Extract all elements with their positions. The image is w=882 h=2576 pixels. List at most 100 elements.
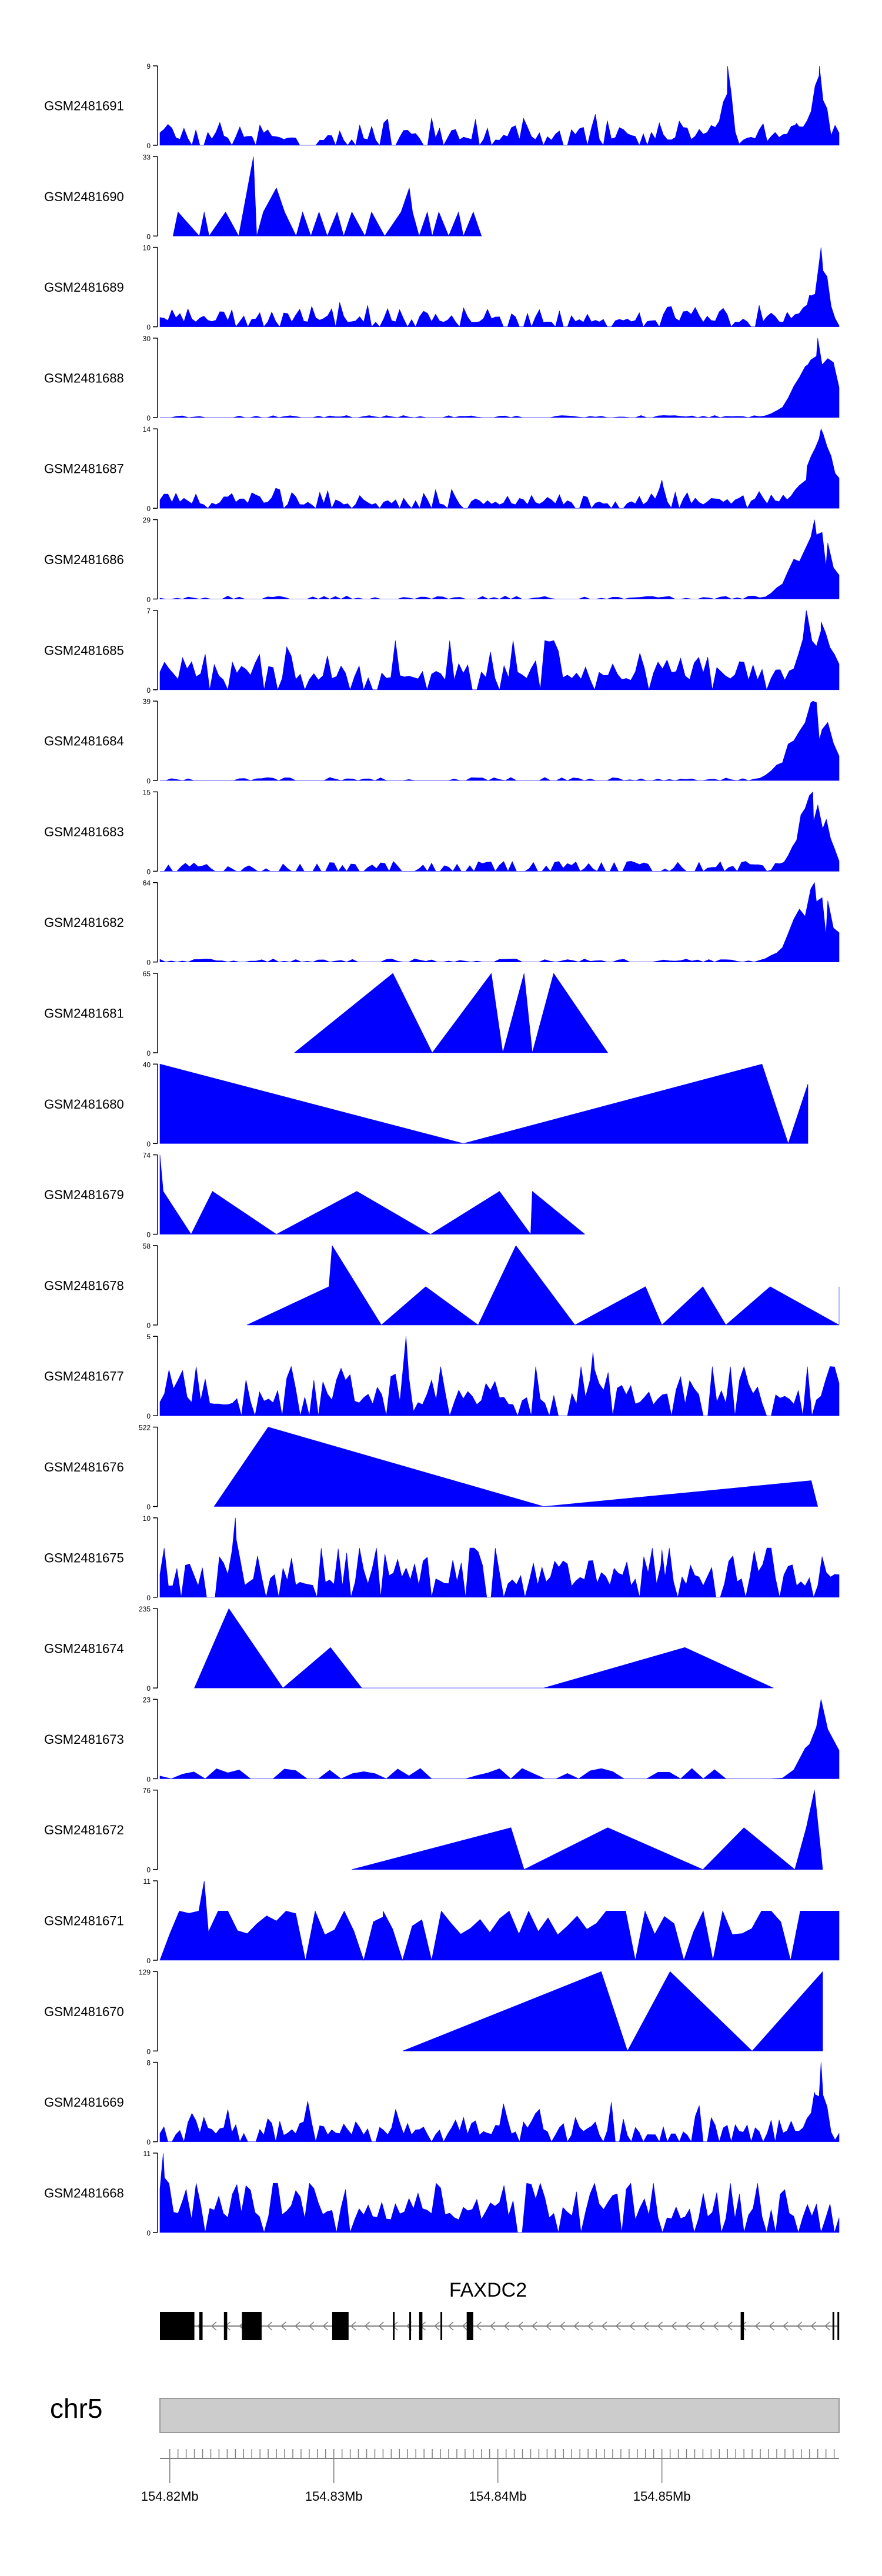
coverage-area: [159, 2153, 840, 2234]
coverage-area: [159, 428, 840, 509]
y-max-label: 40: [143, 1060, 151, 1069]
track-GSM2481673: GSM2481673 23 0: [44, 1696, 840, 1783]
coverage-area: [159, 1336, 840, 1417]
y-min-label: 0: [146, 1866, 151, 1874]
y-min-label: 0: [146, 414, 151, 422]
track-GSM2481688: GSM2481688 30 0: [44, 335, 840, 422]
track-GSM2481685: GSM2481685 7 0: [44, 607, 840, 695]
track-name: GSM2481689: [44, 280, 124, 295]
y-max-label: 65: [143, 970, 151, 978]
coverage-area: [160, 700, 840, 781]
strand-arrow: [517, 2321, 524, 2331]
strand-arrow: [490, 2321, 496, 2331]
strand-arrow: [392, 2321, 398, 2331]
strand-arrow: [559, 2321, 566, 2331]
track-name: GSM2481669: [44, 2095, 124, 2110]
strand-arrow: [462, 2321, 468, 2331]
track-name: GSM2481677: [44, 1369, 124, 1384]
y-min-label: 0: [146, 777, 151, 785]
exon: [223, 2312, 228, 2340]
track-name: GSM2481687: [44, 462, 124, 476]
track-GSM2481671: GSM2481671 11 0: [44, 1877, 840, 1965]
strand-arrow: [503, 2321, 510, 2331]
coverage-area: [402, 1971, 823, 2052]
strand-arrow: [629, 2321, 635, 2331]
strand-arrow: [699, 2321, 705, 2331]
y-min-label: 0: [146, 142, 151, 150]
exon: [409, 2312, 412, 2340]
chromosome-label: chr5: [50, 2393, 102, 2424]
track-GSM2481669: GSM2481669 8 0: [44, 2059, 840, 2147]
track-name: GSM2481683: [44, 825, 124, 839]
y-max-label: 74: [143, 1152, 151, 1160]
coverage-area: [159, 1880, 840, 1961]
track-GSM2481681: GSM2481681 65 0: [44, 970, 609, 1057]
y-min-label: 0: [146, 1049, 151, 1057]
coverage-area: [246, 1244, 840, 1326]
exon: [440, 2312, 443, 2340]
track-GSM2481678: GSM2481678 58 0: [44, 1242, 840, 1330]
exon: [332, 2312, 349, 2340]
strand-arrow: [643, 2321, 649, 2331]
y-max-label: 5: [146, 1333, 151, 1341]
y-min-label: 0: [146, 686, 151, 695]
coverage-area: [159, 247, 840, 328]
y-max-label: 7: [146, 607, 151, 615]
y-max-label: 11: [143, 2150, 151, 2158]
coverage-area: [213, 1427, 818, 1507]
track-name: GSM2481675: [44, 1550, 124, 1565]
track-GSM2481668: GSM2481668 11 0: [44, 2150, 840, 2237]
track-GSM2481680: GSM2481680 40 0: [44, 1060, 808, 1148]
track-name: GSM2481668: [44, 2185, 124, 2200]
y-min-label: 0: [146, 1775, 151, 1783]
y-min-label: 0: [146, 505, 151, 513]
y-min-label: 0: [146, 1412, 151, 1420]
y-min-label: 0: [146, 867, 151, 876]
track-GSM2481675: GSM2481675 10 0: [44, 1514, 840, 1602]
track-name: GSM2481678: [44, 1278, 124, 1293]
track-GSM2481676: GSM2481676 522 0: [44, 1424, 818, 1511]
exon: [393, 2312, 395, 2340]
y-min-label: 0: [146, 1594, 151, 1602]
strand-arrow: [266, 2321, 273, 2331]
strand-arrow: [713, 2321, 719, 2331]
track-GSM2481683: GSM2481683 15 0: [44, 788, 840, 876]
coverage-area: [160, 338, 840, 418]
strand-arrow: [685, 2321, 691, 2331]
track-GSM2481690: GSM2481690 33 0: [44, 153, 482, 241]
strand-arrow: [671, 2321, 677, 2331]
strand-arrow: [545, 2321, 552, 2331]
y-min-label: 0: [146, 1231, 151, 1239]
track-GSM2481682: GSM2481682 64 0: [44, 879, 840, 967]
coverage-tracks: GSM248169190GSM2481690330GSM2481689100GS…: [44, 62, 840, 2237]
track-name: GSM2481681: [44, 1006, 124, 1021]
y-max-label: 64: [143, 879, 151, 887]
strand-arrow: [378, 2321, 384, 2331]
track-name: GSM2481676: [44, 1460, 124, 1474]
y-min-label: 0: [146, 2047, 151, 2056]
coverage-area: [159, 882, 840, 963]
gene-name-label: FAXDC2: [449, 2279, 527, 2301]
strand-arrow: [754, 2321, 761, 2331]
coverage-area: [172, 156, 482, 237]
strand-arrow: [476, 2321, 482, 2331]
track-name: GSM2481684: [44, 734, 124, 749]
track-GSM2481677: GSM2481677 5 0: [44, 1333, 840, 1420]
y-min-label: 0: [146, 2229, 151, 2237]
track-name: GSM2481680: [44, 1097, 124, 1112]
track-name: GSM2481672: [44, 1823, 124, 1837]
strand-arrow: [769, 2321, 774, 2331]
y-max-label: 23: [143, 1696, 151, 1704]
coverage-area: [159, 1517, 840, 1598]
strand-arrow: [783, 2321, 789, 2331]
coverage-area: [194, 1608, 774, 1689]
strand-arrow: [824, 2321, 830, 2331]
track-name: GSM2481670: [44, 2004, 124, 2019]
track-GSM2481679: GSM2481679 74 0: [44, 1152, 586, 1239]
y-max-label: 29: [143, 516, 151, 525]
exon: [419, 2312, 423, 2340]
coverage-area: [159, 1699, 840, 1779]
axis-tick-label: 154.84Mb: [469, 2489, 527, 2504]
strand-arrow: [295, 2321, 300, 2331]
y-max-label: 522: [139, 1424, 151, 1432]
